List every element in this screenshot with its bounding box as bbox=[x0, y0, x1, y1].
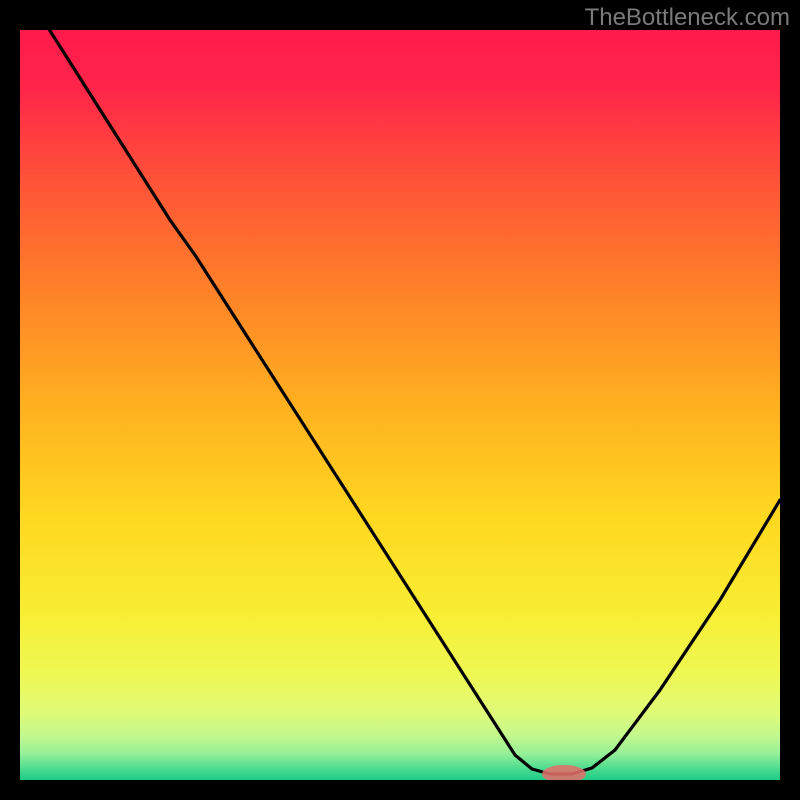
gradient-background bbox=[20, 30, 780, 780]
bottleneck-curve-chart bbox=[20, 30, 780, 780]
watermark-text: TheBottleneck.com bbox=[585, 4, 790, 32]
chart-plot-area bbox=[20, 30, 780, 780]
